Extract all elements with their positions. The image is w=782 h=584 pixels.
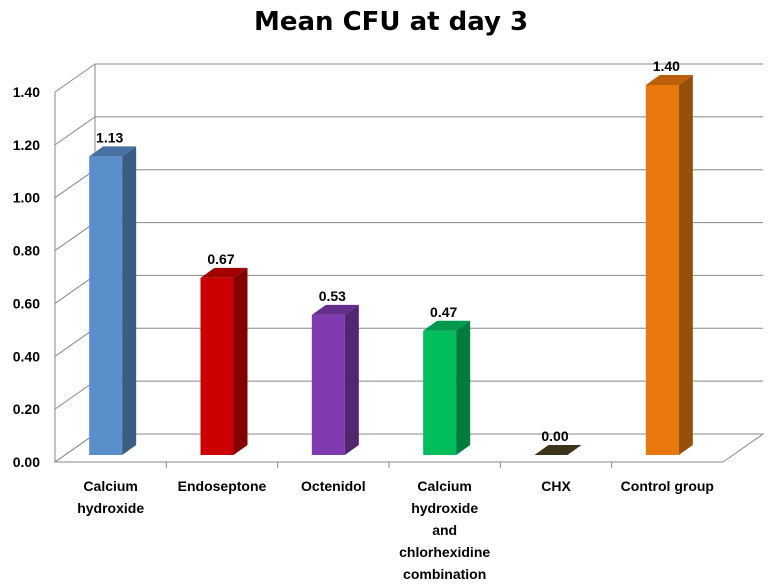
data-label: 0.67	[207, 251, 234, 267]
data-label: 0.47	[430, 304, 457, 320]
gridline-diagonal	[54, 116, 96, 146]
y-tick-label: 1.00	[13, 190, 40, 206]
bar	[200, 267, 248, 455]
y-tick-label: 0.20	[13, 401, 40, 417]
y-tick-label: 0.00	[13, 454, 40, 470]
gridline-diagonal	[54, 327, 96, 357]
category-label: CHX	[541, 478, 571, 494]
y-tick-label: 1.20	[13, 137, 40, 153]
gridline-diagonal	[54, 380, 96, 410]
bars	[89, 75, 693, 455]
y-tick-label: 0.80	[13, 243, 40, 259]
data-label: 1.13	[96, 129, 123, 145]
category-label: Endoseptone	[178, 478, 267, 494]
y-tick-label: 0.60	[13, 295, 40, 311]
data-label: 1.40	[653, 58, 680, 74]
bar	[423, 320, 471, 455]
gridline-diagonal	[54, 275, 96, 304]
chart-title: Mean CFU at day 3	[254, 7, 528, 37]
category-label: Control group	[621, 478, 714, 494]
category-label: Calcium hydroxide and chlorhexidine combinat…	[399, 478, 490, 582]
gridline-diagonal	[54, 169, 96, 199]
y-tick-label: 0.40	[13, 348, 40, 364]
gridline-diagonal	[54, 63, 96, 93]
data-label: 0.53	[319, 288, 346, 304]
category-label: Calcium hydroxide	[77, 478, 144, 516]
gridline-diagonal	[54, 222, 96, 251]
bar	[645, 75, 693, 455]
y-tick-label: 1.40	[13, 84, 40, 100]
bar	[534, 445, 582, 455]
bar	[311, 304, 359, 455]
bar	[89, 146, 137, 455]
labels: 0.00 0.20 0.40 0.60 0.80 1.00 1.20 1.40 1.13 Calc…	[13, 58, 714, 582]
category-label: Octenidol	[301, 478, 366, 494]
data-label: 0.00	[541, 428, 568, 444]
